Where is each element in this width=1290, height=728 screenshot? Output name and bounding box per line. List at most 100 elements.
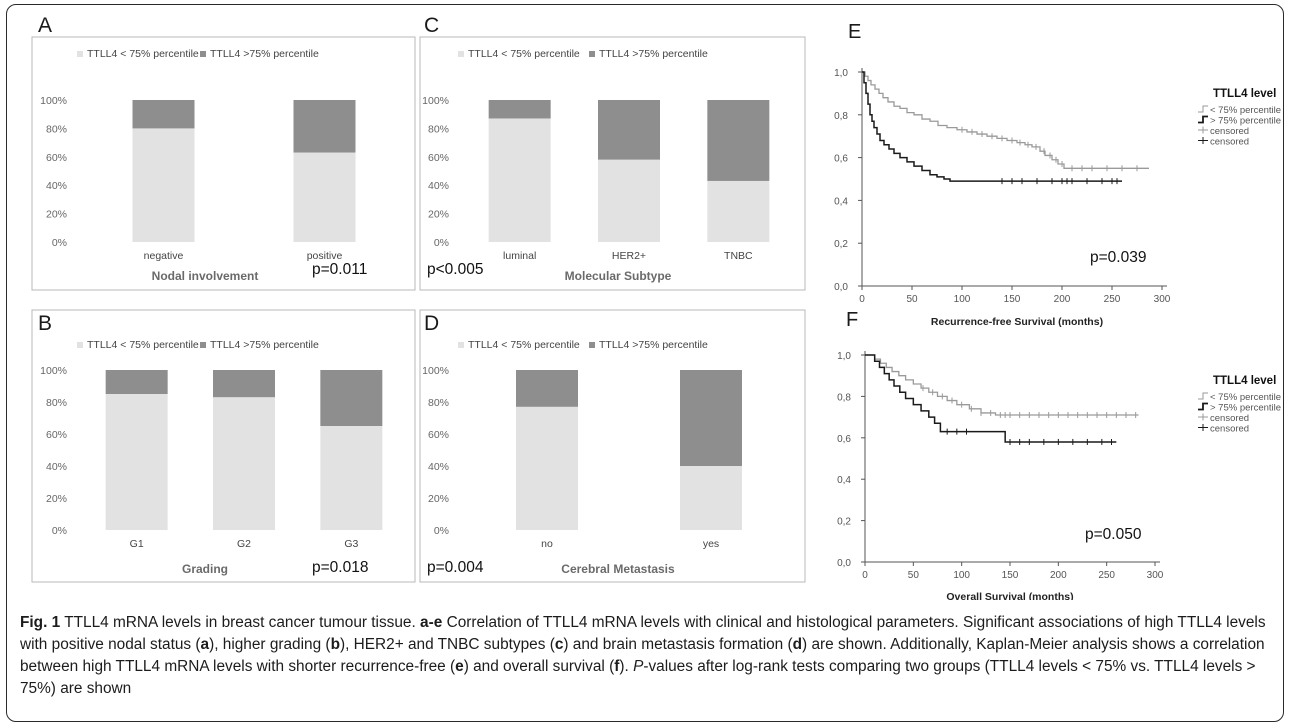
x-tick-label: 250 — [1098, 570, 1115, 581]
survival-curve-high — [865, 354, 1117, 443]
legend-line-sample — [1198, 105, 1208, 113]
p-value: p=0.011 — [312, 261, 367, 278]
bar-segment-low — [488, 118, 551, 242]
y-tick-label: 80% — [428, 123, 449, 135]
x-tick-label: 0 — [862, 570, 868, 581]
panel-letter: E — [848, 21, 861, 43]
y-tick-label: 40% — [46, 461, 67, 473]
survival-curve-low — [862, 71, 1149, 169]
x-tick-label: luminal — [503, 250, 536, 262]
y-tick-label: 0,2 — [834, 239, 848, 250]
legend-censor-sample — [1198, 413, 1208, 421]
x-axis-title: Grading — [182, 562, 228, 576]
legend-label: TTLL4 < 75% percentile — [468, 339, 580, 351]
x-tick-label: 250 — [1104, 294, 1121, 305]
y-tick-label: 60% — [46, 152, 67, 164]
legend-swatch — [589, 51, 595, 57]
x-tick-label: 300 — [1154, 294, 1171, 305]
y-tick-label: 100% — [422, 95, 449, 107]
bar-segment-low — [516, 406, 578, 530]
legend-line-sample — [1198, 402, 1208, 411]
figure-caption: Fig. 1 TTLL4 mRNA levels in breast cance… — [20, 612, 1270, 700]
x-tick-label: 0 — [859, 294, 865, 305]
bar-segment-low — [105, 394, 168, 530]
legend-label: < 75% percentile — [1210, 105, 1281, 116]
x-tick-label: 150 — [1004, 294, 1021, 305]
caption-body: TTLL4 mRNA levels in breast cancer tumou… — [20, 614, 1266, 697]
y-tick-label: 0% — [52, 525, 67, 537]
legend-censor-sample — [1198, 424, 1208, 431]
legend-label: censored — [1210, 424, 1249, 435]
legend-line-sample — [1198, 392, 1208, 400]
p-value: p<0.005 — [427, 261, 483, 278]
y-tick-label: 0% — [434, 525, 449, 537]
bar-segment-low — [707, 180, 770, 242]
bar-segment-high — [488, 100, 551, 119]
y-tick-label: 40% — [46, 180, 67, 192]
x-tick-label: 50 — [908, 570, 920, 581]
y-tick-label: 100% — [40, 95, 67, 107]
y-tick-label: 0,0 — [834, 282, 848, 293]
bar-segment-low — [132, 128, 195, 242]
x-tick-label: 200 — [1054, 294, 1071, 305]
figure-frame — [6, 4, 1284, 722]
y-tick-label: 0% — [52, 237, 67, 249]
survival-curve-high — [862, 71, 1122, 182]
legend-label: TTLL4 >75% percentile — [210, 48, 319, 60]
legend-swatch — [589, 342, 595, 348]
bar-segment-high — [132, 100, 195, 129]
legend-label: TTLL4 < 75% percentile — [87, 339, 199, 351]
legend-label: TTLL4 < 75% percentile — [468, 48, 580, 60]
legend-label: TTLL4 >75% percentile — [599, 48, 708, 60]
y-tick-label: 40% — [428, 180, 449, 192]
panel-letter: F — [846, 309, 858, 331]
p-value: p=0.050 — [1085, 526, 1142, 543]
legend-label: TTLL4 < 75% percentile — [87, 48, 199, 60]
panel-letter: D — [424, 312, 439, 335]
legend-label: censored — [1210, 126, 1249, 137]
legend-title: TTLL4 level — [1213, 88, 1276, 100]
x-tick-label: G3 — [344, 538, 358, 550]
bar-segment-high — [516, 370, 578, 407]
y-tick-label: 0% — [434, 237, 449, 249]
legend-swatch — [77, 51, 83, 57]
x-axis-title: Recurrence-free Survival (months) — [931, 316, 1103, 328]
x-axis-title: Nodal involvement — [152, 269, 259, 283]
bar-segment-low — [213, 397, 275, 530]
panel-border — [31, 309, 416, 583]
y-tick-label: 40% — [428, 461, 449, 473]
legend-censor-sample — [1198, 137, 1208, 144]
y-tick-label: 0,8 — [837, 392, 851, 403]
x-tick-label: G1 — [130, 538, 144, 550]
panel-letter: B — [38, 312, 52, 335]
bar-segment-high — [707, 100, 770, 181]
x-tick-label: HER2+ — [612, 250, 646, 262]
y-tick-label: 0,0 — [837, 558, 851, 569]
x-tick-label: positive — [307, 250, 343, 262]
panel-border — [31, 36, 416, 291]
y-tick-label: 100% — [40, 365, 67, 377]
y-tick-label: 100% — [422, 365, 449, 377]
legend-swatch — [200, 342, 206, 348]
x-axis-title: Molecular Subtype — [565, 269, 672, 283]
y-tick-label: 0,2 — [837, 517, 851, 528]
y-tick-label: 0,6 — [834, 154, 848, 165]
panel-c-bar-chart: C TTLL4 < 75% percentile TTLL4 >75% percen… — [419, 14, 806, 291]
bar-segment-high — [105, 370, 168, 394]
p-value: p=0.039 — [1090, 249, 1146, 266]
x-tick-label: 200 — [1050, 570, 1067, 581]
legend-label: > 75% percentile — [1210, 116, 1281, 127]
y-tick-label: 80% — [428, 397, 449, 409]
legend-label: censored — [1210, 137, 1249, 148]
legend-line-sample — [1198, 115, 1208, 124]
y-tick-label: 20% — [428, 209, 449, 221]
bar-segment-low — [293, 152, 356, 242]
y-tick-label: 60% — [46, 429, 67, 441]
bar-segment-high — [213, 370, 275, 398]
x-tick-label: no — [541, 538, 553, 550]
survival-curve-low — [865, 354, 1139, 416]
p-value: p=0.004 — [427, 559, 484, 576]
panel-border — [419, 309, 806, 583]
figure-charts: A TTLL4 < 75% percentile TTLL4 >75% percen… — [31, 14, 1281, 600]
legend-label: censored — [1210, 413, 1249, 424]
